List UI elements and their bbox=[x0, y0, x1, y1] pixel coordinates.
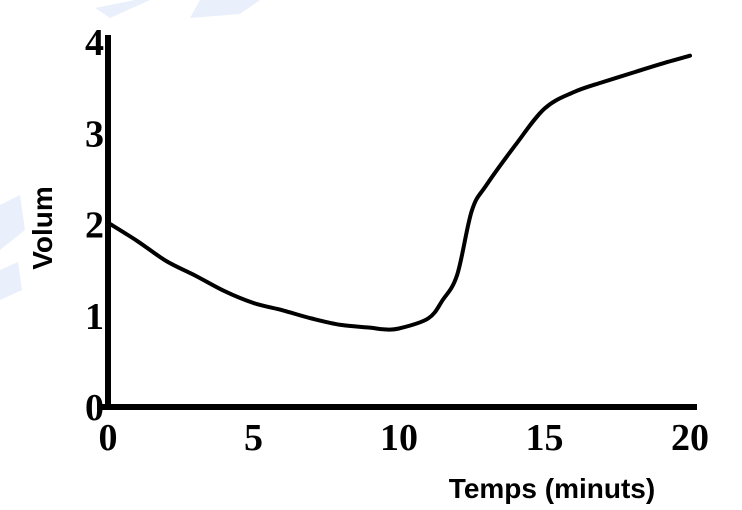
y-tick-label-4: 4 bbox=[85, 22, 104, 64]
y-tick-labels: 0 1 2 3 4 bbox=[85, 22, 104, 429]
x-axis-title: Temps (minuts) bbox=[449, 473, 655, 504]
x-tick-label-15: 15 bbox=[526, 417, 564, 459]
x-tick-labels: 0 5 10 15 20 bbox=[99, 417, 710, 459]
x-tick-label-0: 0 bbox=[99, 417, 118, 459]
x-tick-label-20: 20 bbox=[671, 417, 709, 459]
y-axis-title: Volum bbox=[27, 186, 58, 269]
axes bbox=[97, 35, 697, 410]
x-tick-label-10: 10 bbox=[380, 417, 418, 459]
watermark-decoration bbox=[0, 0, 260, 300]
y-tick-label-1: 1 bbox=[85, 296, 104, 338]
y-tick-label-3: 3 bbox=[85, 113, 104, 155]
x-tick-label-5: 5 bbox=[244, 417, 263, 459]
series-group bbox=[106, 53, 692, 332]
y-tick-label-0: 0 bbox=[85, 387, 104, 429]
y-tick-label-2: 2 bbox=[85, 205, 104, 247]
series-line-0 bbox=[106, 53, 692, 332]
